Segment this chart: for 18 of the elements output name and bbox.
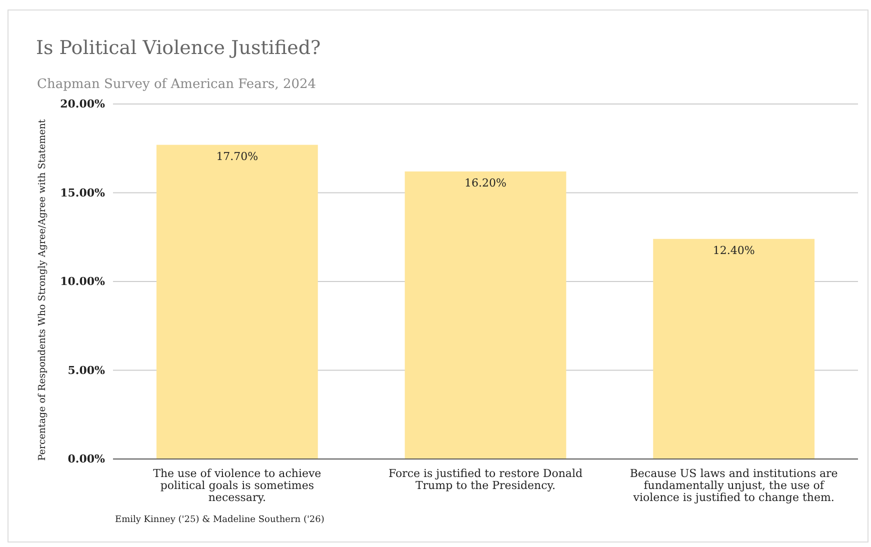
x-tick-label: The use of violence to achieve political goals is sometimes necessary. (153, 467, 322, 504)
y-tick-label: 10.00% (60, 275, 106, 288)
chart-subtitle: Chapman Survey of American Fears, 2024 (37, 77, 316, 92)
y-axis-title: Percentage of Respondents Who Strongly Agree/Agree with Statement (37, 119, 48, 461)
y-tick-label: 0.00% (68, 452, 106, 466)
y-tick-label: 15.00% (60, 186, 106, 200)
chart-title: Is Political Violence Justified? (36, 37, 321, 59)
x-tick-label: Force is justified to restore Donald Trump to the Presidency. (388, 467, 583, 492)
bar (156, 144, 318, 459)
y-tick-label: 20.00% (60, 98, 106, 111)
bar (404, 171, 566, 459)
text: Emily Kinney ('25) & Madeline Southern ('26) (115, 515, 324, 525)
data-label: 17.70% (216, 150, 258, 163)
y-tick-label: 5.00% (68, 364, 106, 377)
x-tick-label: Because US laws and institutions are fundamentally unjust, the use of violence is justified to change them. (630, 467, 838, 504)
data-label: 16.20% (464, 176, 506, 190)
data-label: 12.40% (712, 244, 755, 257)
bar (653, 238, 815, 459)
